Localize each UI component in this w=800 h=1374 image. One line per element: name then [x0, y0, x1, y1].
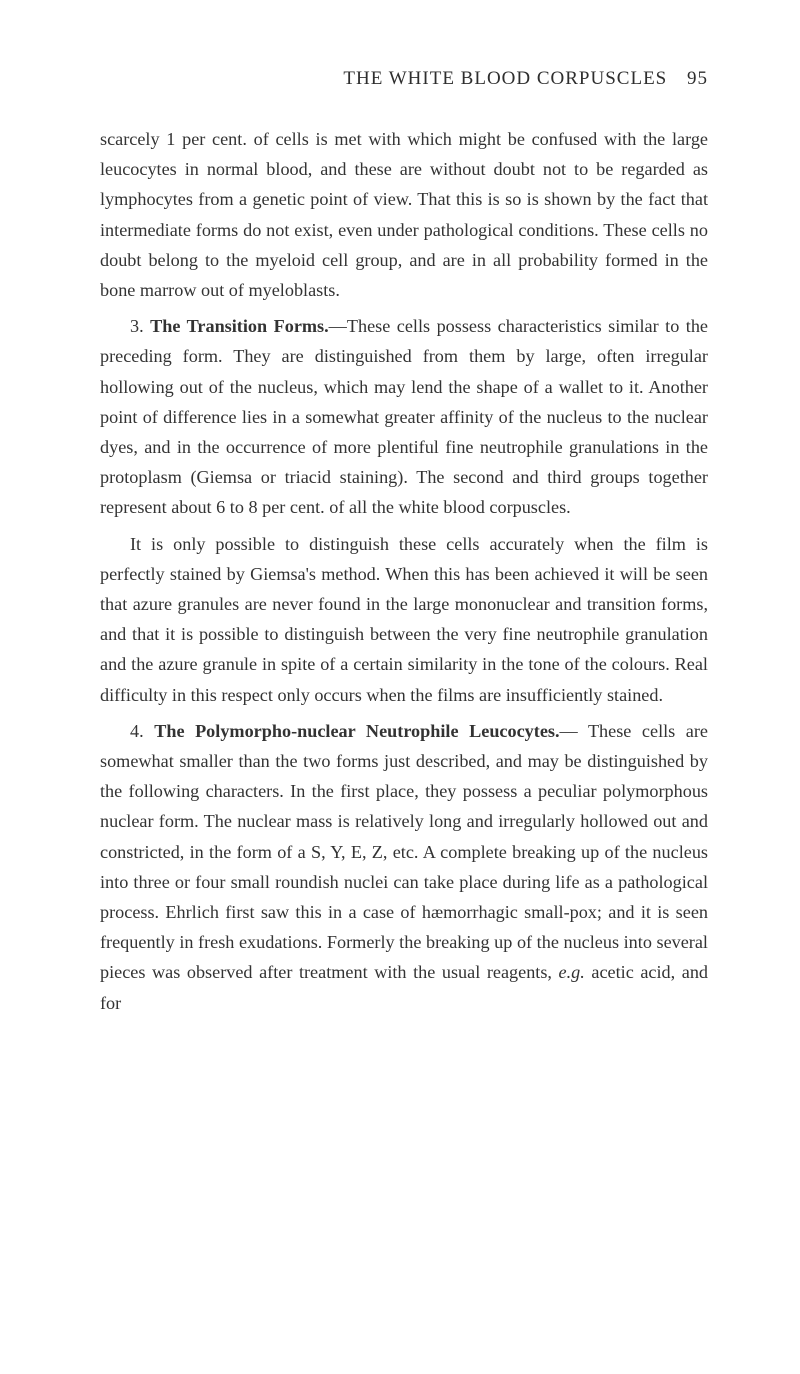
page-container: THE WHITE BLOOD CORPUSCLES 95 scarcely 1…	[0, 0, 800, 1374]
running-title: THE WHITE BLOOD CORPUSCLES	[343, 68, 667, 89]
section-number-4: 4.	[130, 721, 154, 741]
paragraph-4-body-a: — These cells are somewhat smaller than …	[100, 721, 708, 983]
page-number: 95	[687, 68, 708, 89]
running-head: THE WHITE BLOOD CORPUSCLES 95	[100, 68, 708, 90]
eg-abbrev: e.g.	[559, 962, 585, 982]
paragraph-4: 4. The Polymorpho-nuclear Neutrophile Le…	[100, 716, 708, 1018]
paragraph-3: It is only possible to distinguish these…	[100, 529, 708, 710]
paragraph-2: 3. The Transition Forms.—These cells pos…	[100, 311, 708, 522]
paragraph-1: scarcely 1 per cent. of cells is met wit…	[100, 124, 708, 305]
section-heading-transition-forms: The Transition Forms.	[150, 316, 329, 336]
section-heading-polymorpho-nuclear: The Polymorpho-nuclear Neutrophile Leuco…	[154, 721, 559, 741]
section-number-3: 3.	[130, 316, 150, 336]
paragraph-2-body: —These cells possess characteristics sim…	[100, 316, 708, 517]
